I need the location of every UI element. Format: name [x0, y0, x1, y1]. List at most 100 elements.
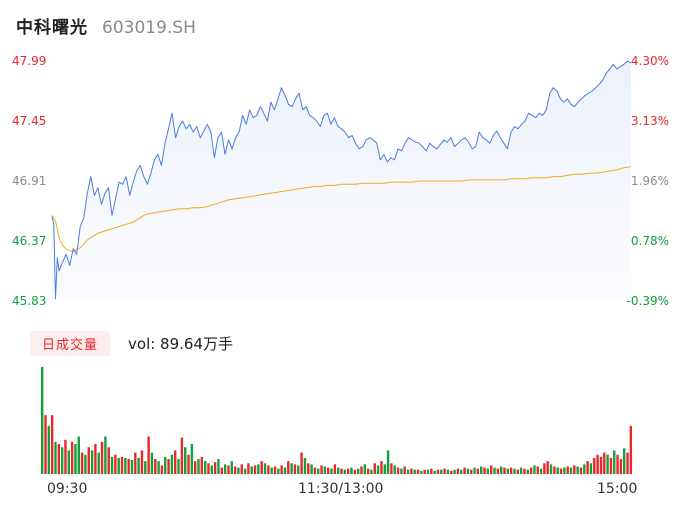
volume-bar — [67, 450, 70, 474]
volume-bar — [486, 468, 490, 474]
volume-bar — [340, 468, 343, 474]
volume-bar — [180, 437, 184, 474]
volume-bar — [287, 461, 290, 474]
volume-bar — [593, 457, 596, 474]
volume-bar — [260, 461, 263, 474]
volume-bar — [54, 441, 57, 474]
volume-bar — [253, 465, 257, 474]
volume-bar — [144, 461, 147, 474]
volume-bar — [523, 468, 526, 474]
volume-bar — [277, 468, 280, 474]
volume-bar — [519, 467, 523, 474]
volume-bar — [376, 465, 380, 474]
volume-bar — [157, 461, 160, 474]
volume-bar — [549, 464, 553, 474]
volume-bar — [539, 468, 543, 474]
time-label-midday: 11:30/13:00 — [298, 481, 384, 497]
volume-bar — [563, 467, 566, 474]
volume-bar — [307, 463, 310, 474]
volume-bar — [233, 466, 237, 474]
volume-bar — [543, 463, 546, 474]
volume-bar — [190, 444, 194, 474]
volume-bar — [170, 454, 174, 474]
percent-tick-label: 3.13% — [631, 114, 669, 128]
volume-tab[interactable]: 日成交量 — [30, 331, 111, 356]
volume-bar — [337, 467, 340, 474]
volume-bar — [509, 467, 513, 474]
volume-bar — [134, 452, 137, 474]
volume-bar — [140, 450, 144, 474]
volume-bar — [433, 470, 436, 474]
volume-bar — [303, 457, 307, 474]
volume-bar — [200, 456, 204, 474]
volume-bar — [440, 469, 443, 474]
price-tick-label: 46.91 — [12, 174, 46, 188]
volume-bar — [410, 468, 413, 474]
volume-bar — [154, 459, 157, 474]
volume-bar — [333, 464, 337, 474]
volume-bar — [70, 441, 74, 474]
volume-readout: vol: 89.64万手 — [128, 335, 234, 353]
volume-bar — [506, 468, 510, 474]
volume-bar — [346, 468, 350, 474]
volume-bar — [556, 467, 559, 474]
volume-bar — [164, 456, 167, 474]
volume-bar — [223, 464, 227, 474]
volume-bar — [416, 469, 420, 474]
volume-bar — [476, 468, 480, 474]
volume-bar — [160, 465, 164, 474]
volume-bar — [356, 468, 360, 474]
volume-bar — [187, 454, 190, 474]
volume-bar — [310, 464, 313, 474]
volume-bar — [184, 447, 187, 474]
volume-bar — [553, 466, 556, 474]
volume-bar — [493, 467, 496, 474]
volume-bar — [207, 463, 210, 474]
volume-bar — [436, 469, 440, 474]
volume-bar — [57, 444, 61, 474]
average-series-line — [51, 166, 632, 252]
average-price-line — [51, 166, 632, 252]
volume-bar — [470, 469, 473, 474]
volume-bar — [496, 468, 500, 474]
volume-bar — [213, 462, 217, 474]
volume-bar — [257, 464, 260, 474]
volume-bar — [127, 459, 130, 474]
volume-bar — [456, 468, 460, 474]
volume-bar — [313, 467, 317, 474]
volume-bar — [114, 454, 117, 474]
volume-bar — [263, 463, 267, 474]
volume-bar — [227, 465, 230, 474]
volume-bar — [237, 467, 240, 474]
volume-bar — [87, 447, 90, 474]
percent-tick-label: 0.78% — [631, 234, 669, 248]
volume-bar — [390, 463, 393, 474]
volume-bar — [130, 460, 134, 474]
volume-bar — [150, 452, 154, 474]
volume-bar — [124, 457, 127, 474]
volume-bar — [110, 456, 114, 474]
volume-bar — [177, 459, 180, 474]
volume-bar — [403, 466, 406, 474]
volume-bar — [613, 450, 616, 474]
volume-bar — [283, 467, 287, 474]
volume-bar — [300, 452, 303, 474]
volume-bars — [41, 367, 633, 474]
price-area — [52, 61, 631, 301]
volume-bar — [473, 467, 476, 474]
volume-bar — [526, 469, 529, 474]
volume-bar — [596, 454, 599, 474]
volume-bar — [50, 415, 54, 474]
volume-header: 日成交量 vol: 89.64万手 — [30, 331, 233, 356]
volume-bar — [583, 464, 586, 474]
volume-bar — [483, 467, 486, 474]
volume-bar — [350, 467, 353, 474]
price-series-line — [51, 60, 632, 300]
volume-bar — [529, 467, 533, 474]
volume-bar — [84, 454, 87, 474]
volume-bar — [353, 469, 357, 474]
volume-bar — [217, 459, 220, 474]
volume-bar — [104, 436, 107, 474]
volume-bar — [323, 466, 327, 474]
